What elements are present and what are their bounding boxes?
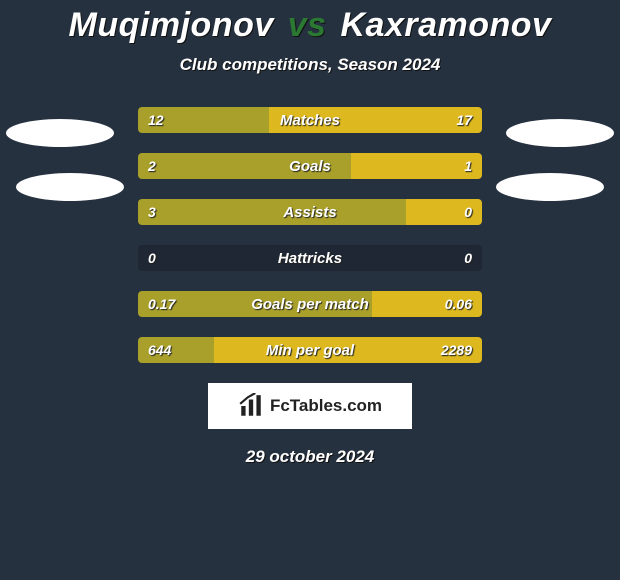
comparison-card: Muqimjonov vs Kaxramonov Club competitio…: [0, 0, 620, 467]
stat-row: 0.170.06Goals per match: [138, 291, 482, 317]
bar-right-fill: [351, 153, 482, 179]
bar-right-fill: [214, 337, 482, 363]
bar-left-fill: [138, 199, 406, 225]
stat-right-value: 0: [464, 245, 472, 271]
stat-row: 1217Matches: [138, 107, 482, 133]
vs-text: vs: [288, 6, 327, 44]
player2-name: Kaxramonov: [340, 6, 551, 44]
source-badge: FcTables.com: [208, 383, 412, 429]
title: Muqimjonov vs Kaxramonov: [0, 6, 620, 45]
bar-right-fill: [372, 291, 482, 317]
bar-left-fill: [138, 153, 351, 179]
stat-row: 6442289Min per goal: [138, 337, 482, 363]
bar-chart-icon: [238, 393, 264, 419]
stat-left-value: 0: [148, 245, 156, 271]
bars-area: 1217Matches 21Goals 30Assists 0 0Hattricks 0.…: [0, 107, 620, 363]
bar-left-fill: [138, 107, 269, 133]
stat-row: 21Goals: [138, 153, 482, 179]
stat-row: 0 0Hattricks: [138, 245, 482, 271]
team-placeholder-icon: [496, 173, 604, 201]
player1-name: Muqimjonov: [69, 6, 274, 44]
bar-right-fill: [269, 107, 482, 133]
avatar-placeholder-icon: [506, 119, 614, 147]
stat-label: Hattricks: [138, 245, 482, 271]
bar-left-fill: [138, 337, 214, 363]
avatar-placeholder-icon: [6, 119, 114, 147]
team-placeholder-icon: [16, 173, 124, 201]
bar-left-fill: [138, 291, 372, 317]
source-text: FcTables.com: [270, 396, 382, 416]
date-text: 29 october 2024: [0, 447, 620, 467]
subtitle: Club competitions, Season 2024: [0, 55, 620, 75]
stat-row: 30Assists: [138, 199, 482, 225]
bar-right-fill: [406, 199, 482, 225]
